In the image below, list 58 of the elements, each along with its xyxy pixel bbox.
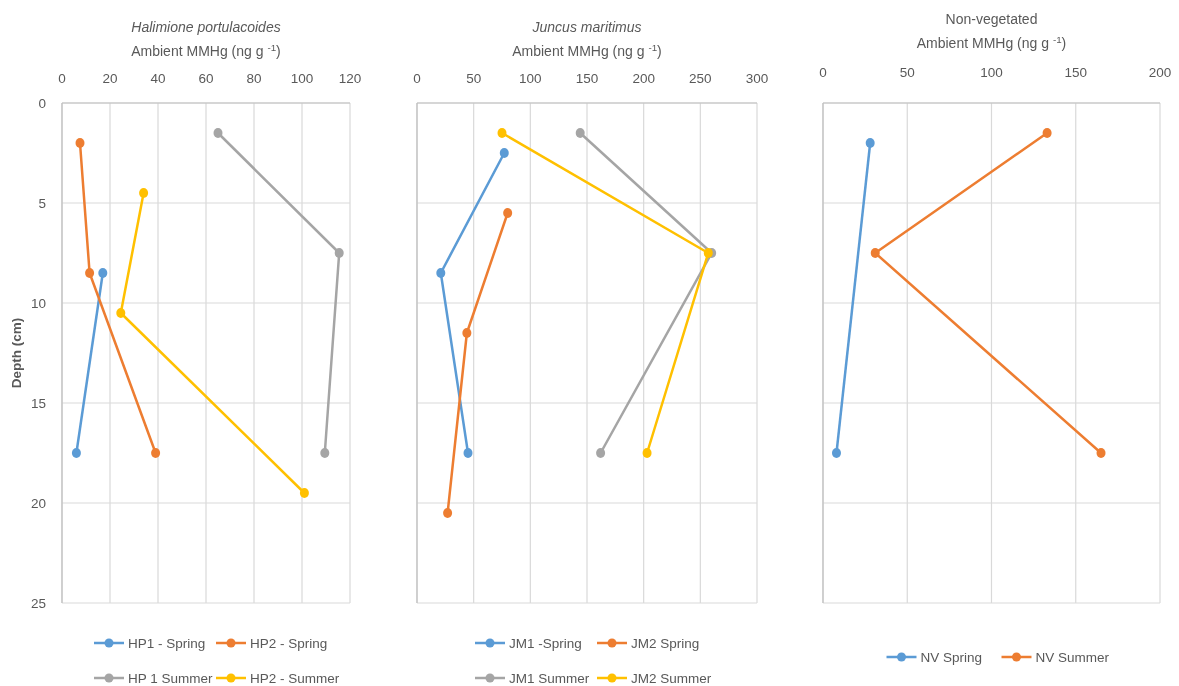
point [443,508,453,518]
chart-title: Non-vegetated [945,11,1038,27]
point [463,448,473,458]
y-tick-label: 0 [38,96,46,111]
point [436,268,446,278]
chart-title: Juncus maritimus [531,19,642,35]
y-axis-title: Depth (cm) [9,317,24,389]
point [503,208,513,218]
x-tick-label: 80 [246,71,262,86]
legend-label: HP2 - Spring [250,636,328,651]
legend-label: NV Spring [920,650,983,665]
point [1096,448,1106,458]
x-tick-label: 40 [150,71,166,86]
point [575,128,585,138]
x-tick-label: 60 [198,71,214,86]
point [870,248,880,258]
x-tick-label: 50 [899,65,915,80]
x-tick-label: 200 [632,71,655,86]
point [642,448,652,458]
legend-label: HP2 - Summer [250,671,340,686]
x-tick-label: 0 [819,65,827,80]
y-tick-label: 15 [30,396,46,411]
x-tick-label: 50 [466,71,482,86]
x-tick-label: 300 [745,71,769,86]
y-tick-label: 5 [38,196,46,211]
y-tick-label: 20 [30,496,46,511]
x-tick-label: 250 [689,71,712,86]
point [831,448,841,458]
x-tick-label: 200 [1148,65,1172,80]
point [865,138,875,148]
legend-label: JM2 Spring [631,636,700,651]
x-tick-label: 100 [290,71,314,86]
y-tick-label: 10 [30,296,46,311]
point [596,448,606,458]
x-tick-label: 20 [102,71,118,86]
x-tick-label: 100 [980,65,1003,80]
legend-label: JM1 Summer [509,671,590,686]
point [497,128,507,138]
legend-label: NV Summer [1035,650,1110,665]
x-axis-title: Ambient MMHg (ng g $^{-1}$) [916,33,1067,51]
x-tick-label: 0 [58,71,66,86]
legend-label: JM1 -Spring [509,636,582,651]
legend-label: JM2 Summer [631,671,712,686]
chart-title: Halimione portulacoides [131,19,281,35]
x-tick-label: 100 [519,71,542,86]
legend-label: HP1 - Spring [128,636,206,651]
point [499,148,509,158]
y-tick-label: 25 [30,596,46,611]
legend-label: HP 1 Summer [128,671,214,686]
x-tick-label: 120 [338,71,362,86]
x-tick-label: 0 [413,71,421,86]
point [462,328,472,338]
x-tick-label: 150 [575,71,599,86]
x-tick-label: 150 [1064,65,1088,80]
point [1042,128,1052,138]
x-axis-title: Ambient MMHg (ng g $^{-1}$) [512,41,662,59]
point [703,248,713,258]
x-axis-title: Ambient MMHg (ng g $^{-1}$) [131,41,281,59]
